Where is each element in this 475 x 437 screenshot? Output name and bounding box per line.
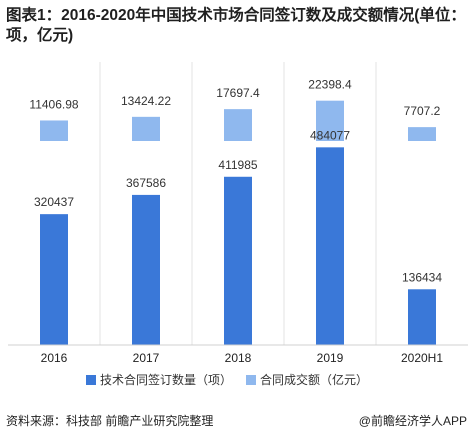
chart-title: 图表1：2016-2020年中国技术市场合同签订数及成交额情况(单位：项，亿元) — [6, 7, 466, 44]
category-dividers — [99, 62, 377, 345]
value-labels: 11406.98 320437 13424.22 367586 17697.4 41198… — [29, 78, 442, 285]
amount-value-label: 13424.22 — [121, 94, 171, 108]
amount-bar — [40, 120, 68, 141]
amount-value-label: 7707.2 — [404, 104, 441, 118]
contracts-bar — [408, 289, 436, 345]
legend: 技术合同签订数量（项） 合同成交额（亿元） — [86, 372, 368, 387]
source-note: 资料来源：科技部 前瞻产业研究院整理 — [6, 414, 214, 428]
amount-bar — [132, 116, 160, 141]
amount-bar — [408, 127, 436, 141]
amount-value-label: 17697.4 — [216, 86, 260, 100]
legend-swatch-contracts — [86, 375, 96, 385]
contracts-bar — [316, 147, 344, 345]
x-tick-label: 2018 — [225, 351, 252, 365]
bars — [40, 100, 436, 345]
amount-bar — [224, 109, 252, 141]
amount-bar — [316, 100, 344, 141]
x-tick-labels: 2016 2017 2018 2019 2020H1 — [41, 351, 444, 365]
legend-label-contracts: 技术合同签订数量（项） — [100, 372, 232, 387]
legend-label-amount: 合同成交额（亿元） — [260, 372, 368, 387]
contracts-value-label: 484077 — [310, 128, 350, 142]
contracts-value-label: 367586 — [126, 176, 166, 190]
contracts-bar — [132, 194, 160, 345]
contracts-value-label: 411985 — [218, 158, 257, 172]
brand-credit: @前瞻经济学人APP — [358, 414, 467, 428]
amount-value-label: 22398.4 — [308, 78, 352, 92]
x-tick-label: 2016 — [41, 351, 68, 365]
x-tick-label: 2020H1 — [401, 351, 443, 365]
amount-value-label: 11406.98 — [29, 97, 78, 111]
x-tick-label: 2019 — [317, 351, 344, 365]
contracts-value-label: 136434 — [402, 270, 442, 284]
x-tick-label: 2017 — [133, 351, 160, 365]
contracts-value-label: 320437 — [34, 195, 74, 209]
contracts-bar — [224, 176, 252, 345]
legend-swatch-amount — [246, 375, 256, 385]
contracts-bar — [40, 214, 68, 345]
